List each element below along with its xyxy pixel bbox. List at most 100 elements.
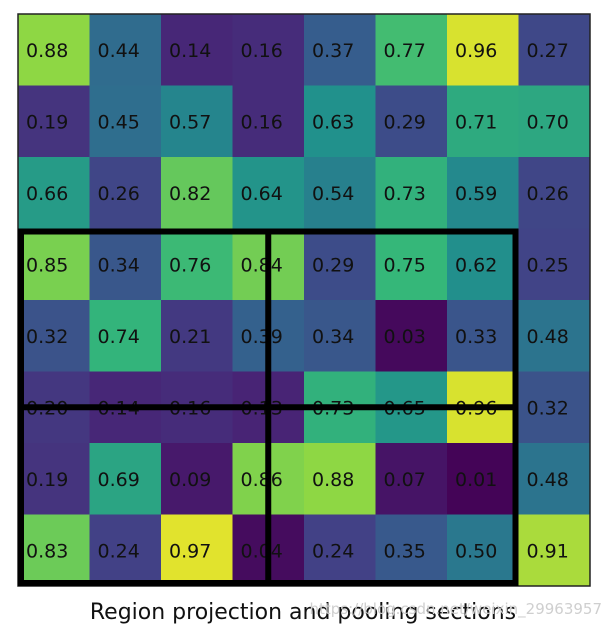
heatmap-cell-r6-c5 <box>375 443 448 515</box>
heatmap-cell-r1-c0 <box>18 85 90 158</box>
cell-value-r4-c6: 0.33 <box>455 326 497 348</box>
cell-value-r7-c3: 0.04 <box>241 540 283 562</box>
heatmap-cell-r1-c1 <box>89 85 162 158</box>
heatmap-cell-r7-c7 <box>518 514 591 587</box>
cell-value-r3-c6: 0.62 <box>455 254 497 276</box>
cell-value-r1-c3: 0.16 <box>241 111 283 133</box>
heatmap-cell-r2-c6 <box>447 157 519 229</box>
heatmap-cell-r7-c0 <box>18 514 90 587</box>
cell-value-r0-c6: 0.96 <box>455 40 497 62</box>
heatmap-cell-r6-c4 <box>304 443 376 515</box>
cell-value-r4-c4: 0.34 <box>312 326 354 348</box>
cell-value-r1-c7: 0.70 <box>527 111 569 133</box>
cell-value-r6-c6: 0.01 <box>455 469 497 491</box>
heatmap-cell-r0-c2 <box>161 14 233 86</box>
cell-value-r1-c5: 0.29 <box>384 111 426 133</box>
heatmap-cell-r1-c2 <box>161 85 233 158</box>
cell-value-r6-c7: 0.48 <box>527 469 569 491</box>
heatmap-cell-r0-c6 <box>447 14 519 86</box>
cell-value-r3-c4: 0.29 <box>312 254 354 276</box>
cell-value-r3-c5: 0.75 <box>384 254 426 276</box>
cell-value-r7-c7: 0.91 <box>527 540 569 562</box>
heatmap-cell-r3-c1 <box>89 228 162 301</box>
cell-value-r1-c0: 0.19 <box>26 111 68 133</box>
heatmap-grid: 0.88 0.44 0.14 0.16 0.37 0.77 0.96 0.27 0.19 0.45… <box>17 13 591 587</box>
cell-value-r4-c3: 0.39 <box>241 326 283 348</box>
cell-value-r4-c1: 0.74 <box>98 326 140 348</box>
cell-value-r0-c0: 0.88 <box>26 40 68 62</box>
heatmap-cell-r0-c1 <box>89 14 162 86</box>
cell-value-r0-c5: 0.77 <box>384 40 426 62</box>
heatmap-cell-r0-c0 <box>18 14 90 86</box>
heatmap-cell-r1-c6 <box>447 85 519 158</box>
heatmap-cell-r6-c7 <box>518 443 591 515</box>
heatmap-cell-r1-c3 <box>232 85 305 158</box>
cell-value-r6-c3: 0.86 <box>241 469 283 491</box>
heatmap-cell-r3-c2 <box>161 228 233 301</box>
heatmap-cell-r2-c2 <box>161 157 233 229</box>
cell-value-r3-c3: 0.84 <box>241 254 283 276</box>
heatmap-cell-r2-c5 <box>375 157 448 229</box>
heatmap-cell-r4-c0 <box>18 300 90 372</box>
cell-value-r2-c3: 0.64 <box>241 183 283 205</box>
cell-value-r6-c5: 0.07 <box>384 469 426 491</box>
heatmap-cell-r3-c7 <box>518 228 591 301</box>
heatmap-cell-r7-c5 <box>375 514 448 587</box>
cell-value-r2-c0: 0.66 <box>26 183 68 205</box>
heatmap-cell-r7-c2 <box>161 514 233 587</box>
heatmap-cell-r3-c5 <box>375 228 448 301</box>
heatmap-cell-r7-c6 <box>447 514 519 587</box>
heatmap-cell-r0-c5 <box>375 14 448 86</box>
heatmap-cell-r1-c7 <box>518 85 591 158</box>
heatmap-cell-r1-c4 <box>304 85 376 158</box>
cell-value-r2-c5: 0.73 <box>384 183 426 205</box>
heatmap-cell-r3-c4 <box>304 228 376 301</box>
cell-value-r0-c4: 0.37 <box>312 40 354 62</box>
heatmap-cell-r1-c5 <box>375 85 448 158</box>
figure-caption: Region projection and pooling sections <box>89 600 517 625</box>
cell-value-r3-c7: 0.25 <box>527 254 569 276</box>
cell-value-r2-c7: 0.26 <box>527 183 569 205</box>
heatmap-cell-r6-c6 <box>447 443 519 515</box>
heatmap-cell-r2-c0 <box>18 157 90 229</box>
heatmap-cell-r4-c6 <box>447 300 519 372</box>
cell-value-r6-c0: 0.19 <box>26 469 68 491</box>
cell-value-r6-c4: 0.88 <box>312 469 354 491</box>
cell-value-r7-c5: 0.35 <box>384 540 426 562</box>
cell-value-r3-c1: 0.34 <box>98 254 140 276</box>
cell-value-r1-c2: 0.57 <box>169 111 211 133</box>
cell-value-r4-c0: 0.32 <box>26 326 68 348</box>
cell-value-r0-c2: 0.14 <box>169 40 211 62</box>
heatmap-cell-r3-c6 <box>447 228 519 301</box>
heatmap-cell-r2-c3 <box>232 157 305 229</box>
heatmap-cell-r4-c1 <box>89 300 162 372</box>
cell-value-r2-c2: 0.82 <box>169 183 211 205</box>
cell-value-r7-c0: 0.83 <box>26 540 68 562</box>
cell-value-r7-c4: 0.24 <box>312 540 354 562</box>
cell-value-r0-c7: 0.27 <box>527 40 569 62</box>
heatmap-cell-r6-c2 <box>161 443 233 515</box>
heatmap-cell-r0-c7 <box>518 14 591 86</box>
heatmap-cell-r4-c2 <box>161 300 233 372</box>
heatmap-cell-r4-c5 <box>375 300 448 372</box>
heatmap-cell-r2-c7 <box>518 157 591 229</box>
heatmap-cell-r5-c7 <box>518 371 591 444</box>
cell-value-r0-c1: 0.44 <box>98 40 140 62</box>
cell-value-r2-c1: 0.26 <box>98 183 140 205</box>
heatmap-cell-r3-c0 <box>18 228 90 301</box>
cell-value-r4-c7: 0.48 <box>527 326 569 348</box>
heatmap-cell-r4-c4 <box>304 300 376 372</box>
heatmap-cell-r7-c1 <box>89 514 162 587</box>
heatmap-cell-r2-c1 <box>89 157 162 229</box>
cell-value-r6-c2: 0.09 <box>169 469 211 491</box>
cell-value-r7-c2: 0.97 <box>169 540 211 562</box>
cell-value-r4-c5: 0.03 <box>384 326 426 348</box>
heatmap-cell-r4-c7 <box>518 300 591 372</box>
cell-value-r1-c4: 0.63 <box>312 111 354 133</box>
cell-value-r1-c6: 0.71 <box>455 111 497 133</box>
cell-value-r3-c0: 0.85 <box>26 254 68 276</box>
cell-value-r4-c2: 0.21 <box>169 326 211 348</box>
cell-value-r7-c6: 0.50 <box>455 540 497 562</box>
heatmap-cell-r7-c4 <box>304 514 376 587</box>
cell-value-r2-c6: 0.59 <box>455 183 497 205</box>
